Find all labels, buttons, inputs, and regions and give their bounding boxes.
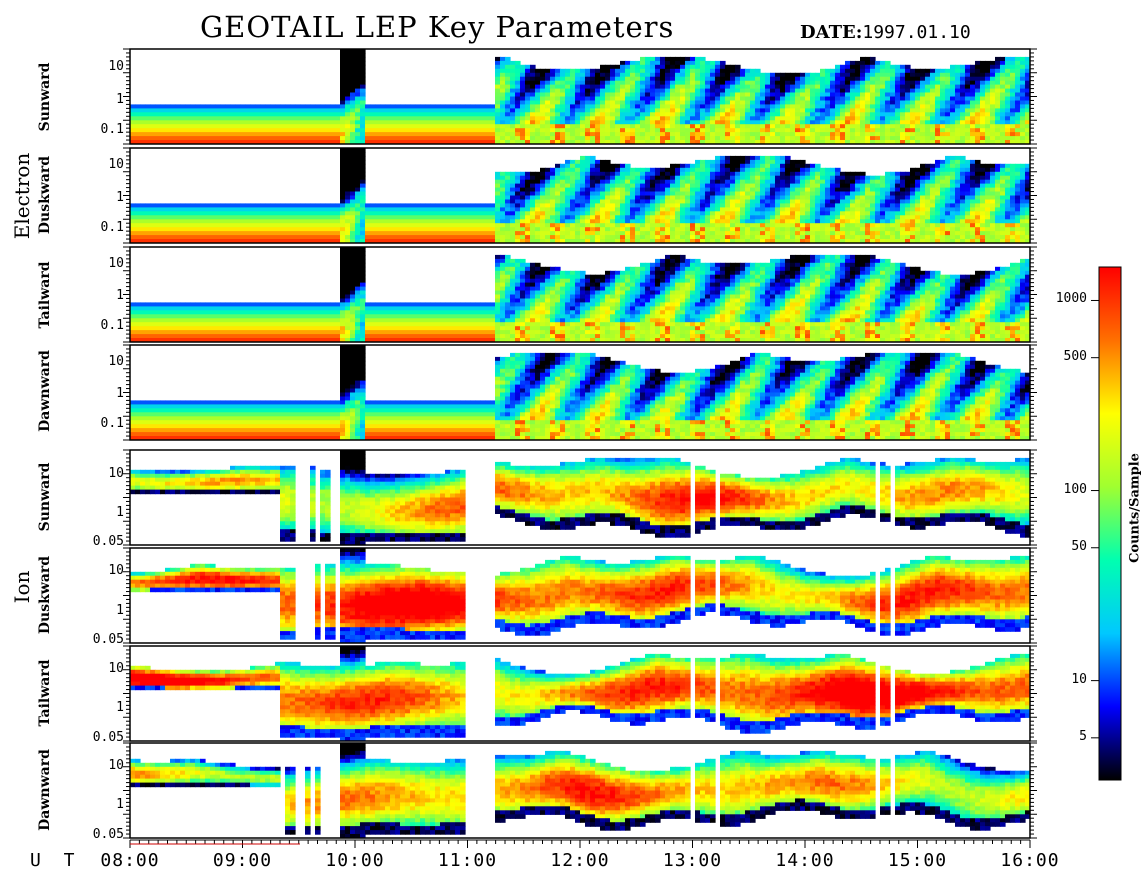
spectrogram-panel-5 [123,547,1037,644]
y-tick-label-6-0: 10 [74,661,124,676]
spectrogram-cells-0 [130,49,1030,144]
spectrogram-cells-4 [130,450,1030,545]
colorbar-tick-label-0: 1000 [1056,291,1087,306]
y-tick-label-5-2: 0.05 [74,632,124,647]
spectrogram-panel-3 [123,344,1037,441]
y-tick-label-1-2: 0.1 [74,220,124,235]
y-tick-label-4-2: 0.05 [74,534,124,549]
y-tick-label-3-0: 10 [74,354,124,369]
spectrogram-panel-4 [123,449,1037,546]
date-label: DATE: [800,22,862,43]
colorbar [1098,266,1122,781]
group-label-ion: Ion [10,571,34,604]
time-axis [129,839,1031,848]
spectrogram-cells-1 [130,148,1030,243]
x-tick-label-4: 12:00 [550,850,609,871]
date-value: 1997.01.10 [862,22,970,43]
panel-label-4: Sunward [37,463,53,532]
y-tick-label-0-0: 10 [74,59,124,74]
y-tick-label-2-2: 0.1 [74,318,124,333]
x-tick-label-0: 08:00 [100,850,159,871]
y-tick-label-5-0: 10 [74,563,124,578]
panel-label-2: Tailward [37,261,53,328]
spectrogram-panel-6 [123,645,1037,742]
spectrogram-cells-5 [130,548,1030,643]
x-tick-label-8: 16:00 [1000,850,1059,871]
panel-label-7: Dawnward [37,749,53,831]
y-tick-label-7-1: 1 [74,797,124,812]
x-tick-label-6: 14:00 [775,850,834,871]
x-tick-label-5: 13:00 [663,850,722,871]
colorbar-tick-label-1: 500 [1064,349,1087,364]
panel-label-1: Duskward [37,156,53,234]
y-tick-label-0-2: 0.1 [74,122,124,137]
colorbar-tick-label-3: 50 [1071,539,1087,554]
x-tick-label-2: 10:00 [325,850,384,871]
y-tick-label-0-1: 1 [74,92,124,107]
y-tick-label-1-1: 1 [74,190,124,205]
spectrogram-panel-0 [123,48,1037,145]
y-tick-label-4-1: 1 [74,505,124,520]
figure-title: GEOTAIL LEP Key Parameters [200,10,674,44]
y-tick-label-3-1: 1 [74,386,124,401]
spectrogram-cells-7 [130,743,1030,838]
y-tick-label-2-1: 1 [74,288,124,303]
colorbar-tick-label-5: 5 [1079,729,1087,744]
ut-axis-label: U T [30,850,81,871]
colorbar-tick-label-2: 100 [1064,482,1087,497]
spectrogram-cells-6 [130,646,1030,741]
panel-label-3: Dawnward [37,350,53,432]
spectrogram-panel-2 [123,246,1037,343]
y-tick-label-6-1: 1 [74,700,124,715]
colorbar-label: Counts/Sample [1128,453,1142,563]
y-tick-label-2-0: 10 [74,256,124,271]
spectrogram-cells-2 [130,247,1030,342]
spectrogram-panel-7 [123,742,1037,839]
y-tick-label-6-2: 0.05 [74,730,124,745]
panel-label-0: Sunward [37,63,53,132]
y-tick-label-1-0: 10 [74,157,124,172]
group-label-electron: Electron [10,153,34,240]
panel-label-5: Duskward [37,556,53,634]
y-tick-label-3-2: 0.1 [74,416,124,431]
y-tick-label-7-2: 0.05 [74,827,124,842]
y-tick-label-4-0: 10 [74,466,124,481]
date-readout: DATE:1997.01.10 [800,22,971,43]
spectrogram-cells-3 [130,345,1030,440]
panel-label-6: Tailward [37,659,53,726]
x-tick-label-1: 09:00 [213,850,272,871]
colorbar-tick-label-4: 10 [1071,672,1087,687]
y-tick-label-5-1: 1 [74,603,124,618]
y-tick-label-7-0: 10 [74,758,124,773]
x-tick-label-7: 15:00 [888,850,947,871]
spectrogram-panel-1 [123,147,1037,244]
x-tick-label-3: 11:00 [438,850,497,871]
